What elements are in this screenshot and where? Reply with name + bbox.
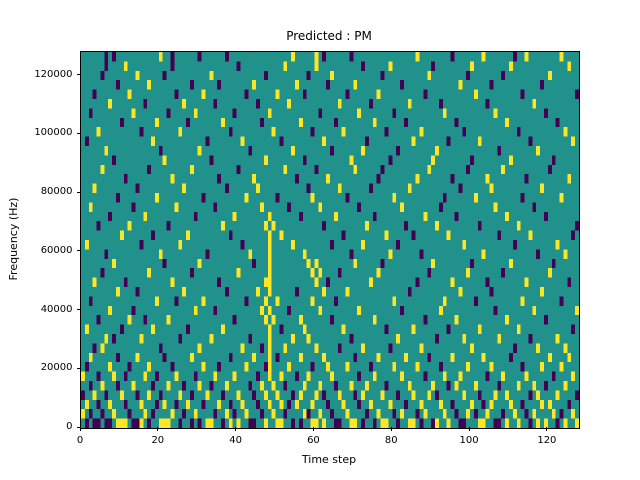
x-tick-label: 80	[384, 434, 398, 446]
y-tick-label: 80000	[40, 186, 73, 197]
x-tick-mark	[390, 427, 392, 431]
y-tick-label: 40000	[40, 303, 73, 315]
x-tick-label: 120	[537, 434, 557, 446]
y-tick-label: 60000	[40, 244, 73, 256]
y-tick-label: 120000	[34, 68, 73, 80]
y-tick-mark	[76, 191, 80, 193]
y-tick-label: 0	[66, 421, 73, 432]
y-tick-mark	[76, 426, 80, 428]
chart-title: Predicted : PM	[286, 29, 372, 43]
x-tick-mark	[468, 427, 470, 431]
y-tick-mark	[76, 367, 80, 369]
x-tick-mark	[157, 427, 159, 431]
x-tick-mark	[79, 427, 81, 431]
y-axis-label-text: Frequency (Hz)	[7, 197, 20, 281]
x-tick-mark	[546, 427, 548, 431]
y-tick-mark	[76, 74, 80, 76]
y-tick-label: 20000	[40, 362, 73, 374]
x-tick-label: 20	[151, 434, 165, 446]
x-tick-label: 0	[76, 434, 84, 446]
x-tick-mark	[235, 427, 237, 431]
y-tick-mark	[76, 250, 80, 252]
x-tick-label: 60	[307, 434, 320, 446]
heatmap-axes	[80, 51, 580, 429]
y-tick-mark	[76, 132, 80, 134]
x-tick-mark	[313, 427, 315, 431]
x-tick-label: 40	[229, 434, 242, 446]
heatmap-image	[81, 52, 579, 428]
x-axis-label: Time step	[301, 453, 357, 466]
y-tick-mark	[76, 309, 80, 311]
y-tick-label: 100000	[34, 127, 73, 139]
x-tick-label: 100	[459, 434, 479, 446]
